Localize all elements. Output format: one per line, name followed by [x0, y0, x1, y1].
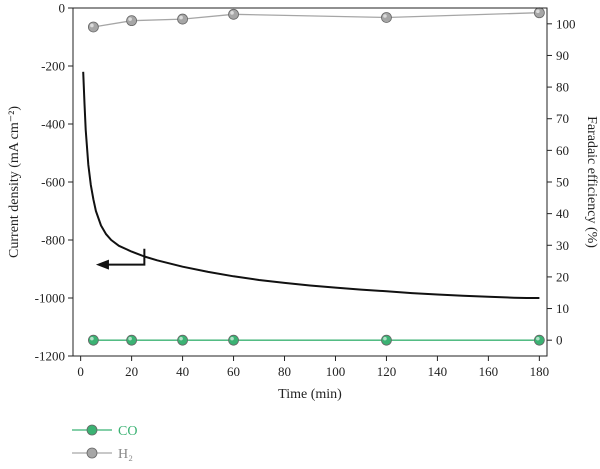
h2-data-point-highlight — [128, 17, 132, 21]
right-y-axis-title: Faradaic efficiency (%) — [584, 116, 599, 248]
arrow-shaft — [107, 248, 146, 266]
co-data-point — [228, 334, 239, 346]
legend: CO H₂ — [72, 424, 137, 462]
h2-data-point-highlight — [536, 9, 540, 14]
left-y-tick-label: -600 — [41, 175, 65, 190]
h2-series-line — [93, 12, 540, 28]
h2-data-point — [381, 12, 392, 23]
h2-data-point-highlight — [179, 15, 183, 20]
x-tick-label: 140 — [428, 364, 448, 379]
x-tick-label: 80 — [278, 364, 291, 379]
co-data-point-highlight — [90, 336, 94, 341]
h2-data-point-highlight — [230, 11, 234, 15]
co-data-point — [87, 334, 99, 346]
h2-data-point — [126, 15, 138, 27]
right-y-tick-label: 50 — [556, 175, 569, 190]
left-y-tick-label: 0 — [59, 1, 66, 16]
x-axis-title: Time (min) — [278, 387, 342, 402]
left-y-tick-label: -800 — [41, 233, 65, 248]
right-y-tick-label: 60 — [556, 143, 569, 158]
x-axis-ticks: 0 20 40 60 80 100 120 140 160 180 — [77, 356, 549, 379]
co-data-point-highlight — [536, 336, 540, 341]
series-layer — [82, 7, 545, 346]
co-data-point — [381, 334, 392, 346]
right-y-tick-label: 90 — [556, 48, 569, 63]
co-legend-label: CO — [118, 424, 137, 439]
co-data-point — [533, 334, 545, 346]
right-y-tick-label: 0 — [556, 333, 563, 348]
right-y-tick-label: 40 — [556, 206, 569, 221]
plot-frame — [72, 7, 548, 357]
right-y-tick-label: 70 — [556, 111, 569, 126]
h2-legend-marker — [86, 447, 98, 459]
right-y-tick-label: 80 — [556, 80, 569, 95]
h2-data-point-highlight — [90, 23, 94, 28]
h2-data-point — [177, 13, 188, 25]
x-tick-label: 100 — [326, 364, 346, 379]
x-tick-label: 180 — [530, 364, 550, 379]
x-tick-label: 60 — [227, 364, 240, 379]
left-axis-indicator-arrow — [95, 248, 146, 270]
x-tick-label: 20 — [125, 364, 138, 379]
x-tick-label: 40 — [176, 364, 189, 379]
right-y-tick-label: 10 — [556, 301, 569, 316]
co-data-point — [177, 334, 188, 346]
x-tick-label: 160 — [479, 364, 499, 379]
h2-legend-label: H₂ — [118, 447, 133, 462]
co-data-point-highlight — [128, 336, 132, 341]
co-data-point-highlight — [179, 336, 183, 341]
co-data-point-highlight — [230, 336, 234, 341]
h2-data-point — [87, 21, 99, 33]
right-y-axis-ticks: 0 10 20 30 40 50 60 70 80 90 100 — [547, 16, 576, 348]
left-y-tick-label: -400 — [41, 117, 65, 132]
left-y-axis-ticks: 0 -200 -400 -600 -800 -1000 -1200 — [35, 1, 73, 364]
x-tick-label: 120 — [377, 364, 397, 379]
h2-data-point — [228, 8, 239, 20]
left-y-tick-label: -1200 — [35, 349, 65, 364]
left-y-tick-label: -1000 — [35, 291, 65, 306]
co-data-point — [126, 334, 138, 346]
right-y-tick-label: 20 — [556, 269, 569, 284]
x-tick-label: 0 — [77, 364, 84, 379]
right-y-tick-label: 30 — [556, 238, 569, 253]
left-y-tick-label: -200 — [41, 59, 65, 74]
arrow-head — [95, 259, 109, 270]
co-data-point-highlight — [383, 336, 387, 341]
left-y-axis-title: Current density (mA cm⁻²) — [7, 106, 22, 258]
current-density-line — [82, 71, 540, 299]
h2-data-point — [533, 7, 545, 19]
h2-data-point-highlight — [383, 14, 387, 18]
right-y-tick-label: 100 — [556, 16, 576, 31]
co-legend-marker — [86, 424, 98, 436]
